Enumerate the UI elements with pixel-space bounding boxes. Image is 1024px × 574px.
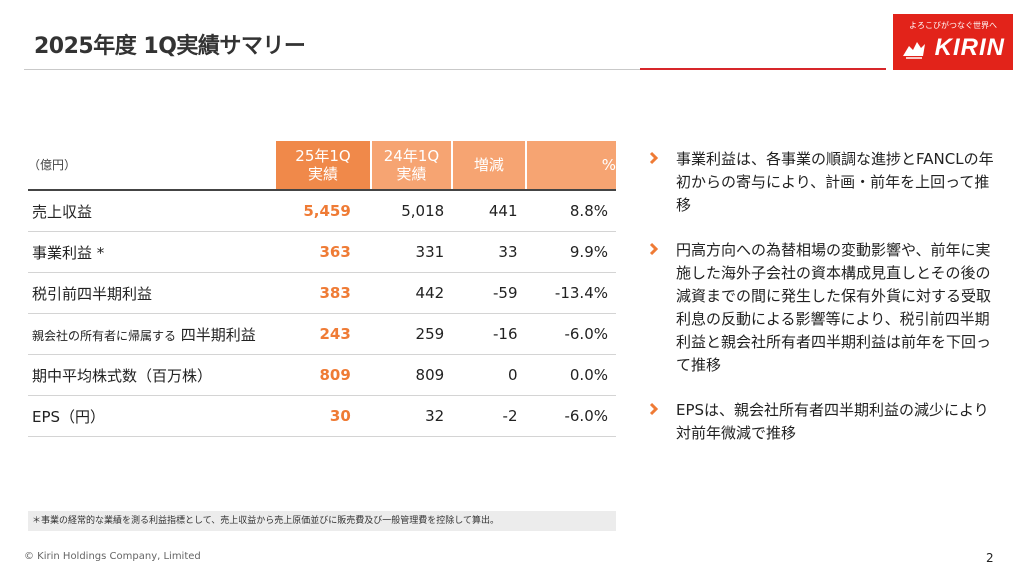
row-label: 期中平均株式数（百万株） xyxy=(28,354,277,396)
cell-current: 30 xyxy=(276,395,371,437)
cell-previous: 32 xyxy=(370,395,453,437)
column-header-current-kind: 実績 xyxy=(308,165,339,183)
bullet-text: 円高方向への為替相場の変動影響や、前年に実施した海外子会社の資本構成見直しとその… xyxy=(676,241,992,374)
column-header-current: 25年1Q 実績 xyxy=(276,141,371,191)
page-title: 2025年度 1Q実績サマリー xyxy=(34,34,306,59)
cell-diff: 441 xyxy=(452,190,526,232)
row-label: 親会社の所有者に帰属する 四半期利益 xyxy=(28,313,277,355)
unit-label: （億円） xyxy=(28,141,277,191)
cell-diff: -2 xyxy=(452,395,526,437)
table-row: 税引前四半期利益 383 442 -59 -13.4% xyxy=(28,272,616,314)
cell-percent: 8.8% xyxy=(525,190,616,232)
bullet-list: 事業利益は、各事業の順調な進捗とFANCLの年初からの寄与により、計画・前年を上… xyxy=(648,148,1000,467)
row-label: 税引前四半期利益 xyxy=(28,272,277,314)
table-row: 親会社の所有者に帰属する 四半期利益 243 259 -16 -6.0% xyxy=(28,313,616,355)
logo-brand: KIRIN xyxy=(934,34,1005,61)
cell-percent: 0.0% xyxy=(525,354,616,396)
cell-percent: -6.0% xyxy=(525,313,616,355)
logo-tagline: よろこびがつなぐ世界へ xyxy=(909,21,997,30)
cell-current: 809 xyxy=(276,354,371,396)
cell-diff: -59 xyxy=(452,272,526,314)
column-header-previous-period: 24年1Q xyxy=(383,147,440,165)
cell-previous: 442 xyxy=(370,272,453,314)
column-header-diff: 増減 xyxy=(451,141,526,191)
kirin-logo-icon xyxy=(903,42,925,59)
bullet-item: 事業利益は、各事業の順調な進捗とFANCLの年初からの寄与により、計画・前年を上… xyxy=(648,148,1000,217)
table-header-row: （億円） 25年1Q 実績 24年1Q 実績 増減 % xyxy=(28,141,616,191)
cell-previous: 331 xyxy=(370,231,453,273)
table-row: 売上収益 5,459 5,018 441 8.8% xyxy=(28,190,616,232)
footnote: ＊事業の経常的な業績を測る利益指標として、売上収益から売上原価並びに販売費及び一… xyxy=(28,511,616,531)
row-label: EPS（円） xyxy=(28,395,277,437)
chevron-right-icon xyxy=(649,151,659,165)
kirin-logo: よろこびがつなぐ世界へ KIRIN xyxy=(893,14,1013,70)
table-row: 事業利益 * 363 331 33 9.9% xyxy=(28,231,616,273)
column-header-previous: 24年1Q 実績 xyxy=(369,141,453,191)
bullet-item: EPSは、親会社所有者四半期利益の減少により対前年微減で推移 xyxy=(648,399,1000,445)
row-label-main: 四半期利益 xyxy=(180,325,256,344)
table-row: 期中平均株式数（百万株） 809 809 0 0.0% xyxy=(28,354,616,396)
cell-diff: 0 xyxy=(452,354,526,396)
cell-current: 5,459 xyxy=(276,190,371,232)
bullet-text: 事業利益は、各事業の順調な進捗とFANCLの年初からの寄与により、計画・前年を上… xyxy=(676,150,994,214)
row-label-prefix: 親会社の所有者に帰属する xyxy=(32,328,177,343)
column-header-current-period: 25年1Q xyxy=(295,147,351,165)
cell-current: 243 xyxy=(276,313,371,355)
cell-diff: 33 xyxy=(452,231,526,273)
bullet-text: EPSは、親会社所有者四半期利益の減少により対前年微減で推移 xyxy=(676,401,989,442)
column-header-percent: % xyxy=(524,141,616,191)
cell-percent: -6.0% xyxy=(525,395,616,437)
row-label: 事業利益 * xyxy=(28,231,277,273)
copyright: © Kirin Holdings Company, Limited xyxy=(24,551,201,562)
cell-current: 363 xyxy=(276,231,371,273)
page-number: 2 xyxy=(986,551,994,565)
cell-diff: -16 xyxy=(452,313,526,355)
cell-percent: 9.9% xyxy=(525,231,616,273)
cell-previous: 5,018 xyxy=(370,190,453,232)
cell-percent: -13.4% xyxy=(525,272,616,314)
chevron-right-icon xyxy=(649,402,659,416)
column-header-previous-kind: 実績 xyxy=(396,165,427,183)
bullet-item: 円高方向への為替相場の変動影響や、前年に実施した海外子会社の資本構成見直しとその… xyxy=(648,239,1000,377)
cell-previous: 809 xyxy=(370,354,453,396)
financial-summary-table: （億円） 25年1Q 実績 24年1Q 実績 増減 % 売上収益 5,459 5… xyxy=(28,141,616,437)
table-row: EPS（円） 30 32 -2 -6.0% xyxy=(28,395,616,437)
row-label: 売上収益 xyxy=(28,190,277,232)
cell-current: 383 xyxy=(276,272,371,314)
chevron-right-icon xyxy=(649,242,659,256)
cell-previous: 259 xyxy=(370,313,453,355)
title-divider xyxy=(24,69,886,70)
title-divider-accent xyxy=(640,68,886,70)
